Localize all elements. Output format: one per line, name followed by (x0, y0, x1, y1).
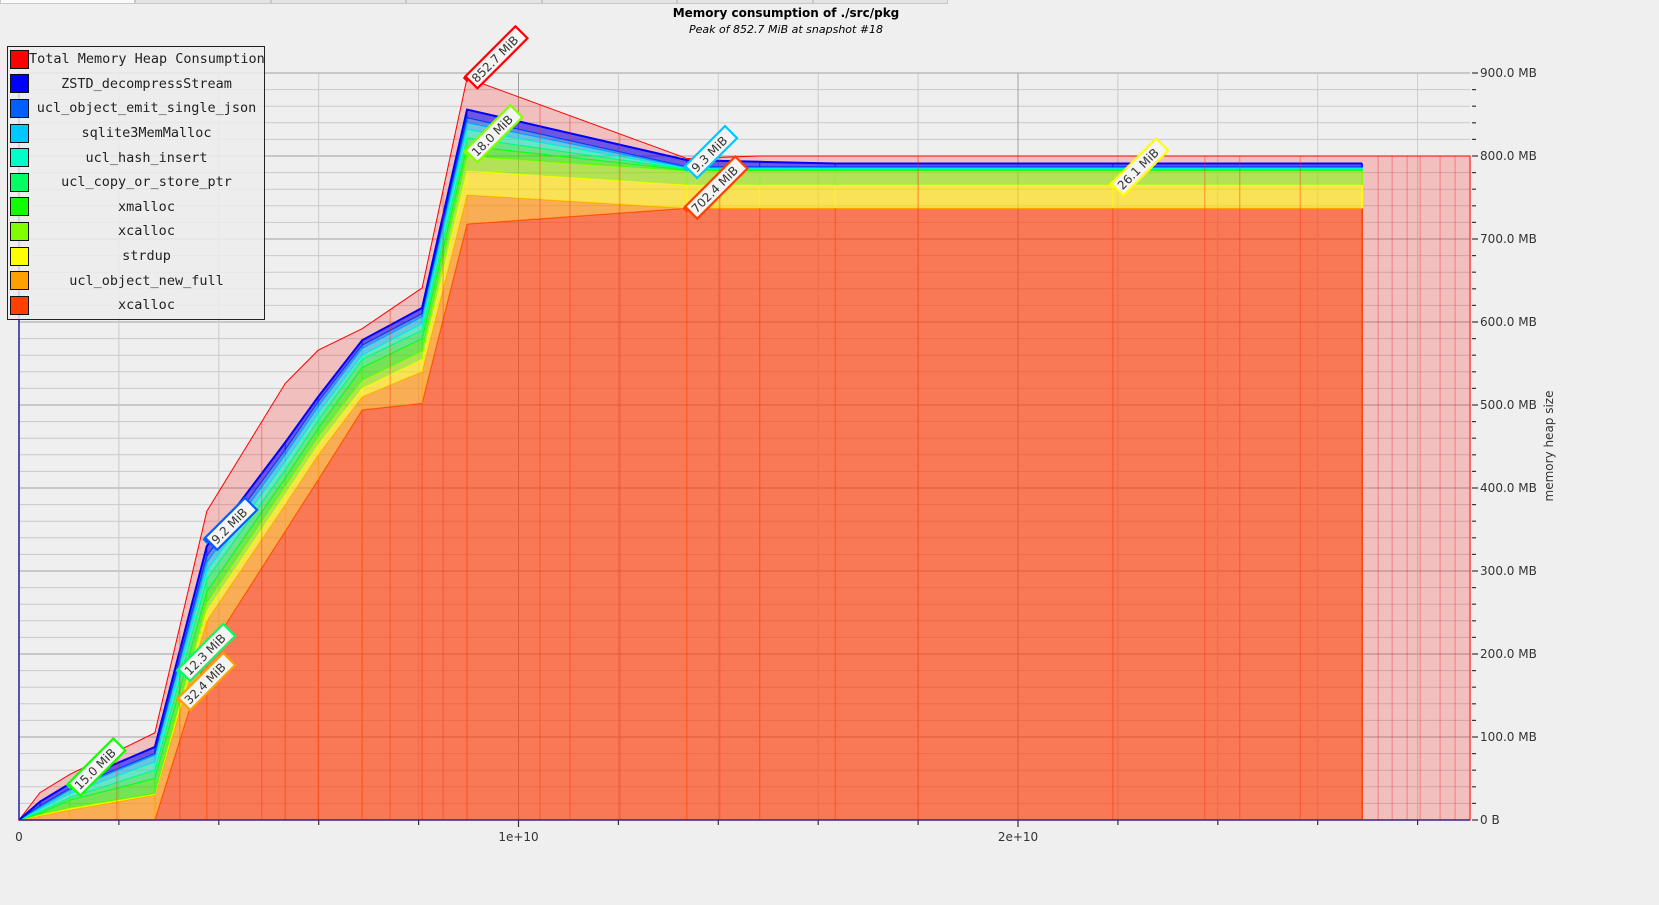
axes: 0 B 100.0 MB 200.0 MB 300.0 MB 400.0 MB 500.0… (15, 66, 1537, 844)
chart-title: Memory consumption of ./src/pkg (673, 6, 900, 20)
y-tick-label: 600.0 MB (1480, 315, 1537, 329)
legend-label: ZSTD_decompressStream (61, 75, 232, 92)
legend: Total Memory Heap Consumption ZSTD_decomp… (7, 46, 265, 320)
legend-label: strdup (122, 248, 171, 265)
y-tick-label: 400.0 MB (1480, 481, 1537, 495)
x-tick-label: 2e+10 (998, 830, 1038, 844)
legend-item[interactable]: xcalloc (8, 293, 264, 318)
legend-swatch (10, 172, 29, 192)
area-strdup (19, 170, 1363, 820)
tab[interactable] (677, 0, 813, 4)
x-tick-label: 0 (15, 830, 23, 844)
x-tick-label: 1e+10 (498, 830, 538, 844)
legend-swatch (10, 221, 29, 241)
legend-item[interactable]: strdup (8, 244, 264, 269)
legend-label: ucl_copy_or_store_ptr (61, 174, 232, 191)
legend-swatch (10, 246, 29, 266)
annotation-box (463, 103, 524, 164)
legend-item[interactable]: Total Memory Heap Consumption (8, 47, 265, 72)
tab[interactable] (135, 0, 271, 4)
annotation-box (203, 496, 259, 552)
legend-item[interactable]: xcalloc (8, 219, 264, 244)
legend-label: sqlite3MemMalloc (81, 125, 212, 142)
legend-swatch (10, 148, 29, 168)
y-tick-label: 500.0 MB (1480, 398, 1537, 412)
legend-label: ucl_object_new_full (69, 272, 224, 289)
y-tick-label: 700.0 MB (1480, 232, 1537, 246)
y-tick-label: 900.0 MB (1480, 66, 1537, 80)
stacked-areas (17, 77, 1471, 821)
y-axis-label: memory heap size (1542, 391, 1556, 502)
legend-item[interactable]: ZSTD_decompressStream (8, 72, 264, 97)
legend-label: xcalloc (118, 297, 175, 314)
legend-swatch (10, 98, 29, 118)
area-ZSTD_decompressStream (19, 109, 1363, 820)
legend-item[interactable]: xmalloc (8, 195, 264, 220)
y-tick-label: 0 B (1480, 813, 1500, 827)
tab[interactable] (406, 0, 542, 4)
annotation-text: 852.7 MiB (469, 33, 521, 85)
legend-swatch (10, 295, 29, 315)
legend-label: xcalloc (118, 223, 175, 240)
legend-item[interactable]: ucl_object_emit_single_json (8, 96, 264, 121)
annotation-box (176, 651, 237, 712)
legend-swatch (10, 271, 29, 291)
legend-label: xmalloc (118, 198, 175, 215)
legend-item[interactable]: ucl_object_new_full (8, 268, 264, 293)
legend-item[interactable]: sqlite3MemMalloc (8, 121, 264, 146)
annotation-box (463, 24, 530, 90)
legend-label: ucl_object_emit_single_json (36, 100, 257, 117)
annotation-box (683, 124, 739, 180)
legend-swatch (10, 123, 29, 143)
tab[interactable] (812, 0, 948, 4)
tab-bar (0, 0, 948, 4)
tab[interactable] (270, 0, 407, 4)
legend-item[interactable]: ucl_copy_or_store_ptr (8, 170, 264, 195)
legend-label: ucl_hash_insert (85, 149, 208, 166)
tab[interactable] (541, 0, 678, 4)
area-xcalloc (19, 208, 1363, 821)
legend-item[interactable]: ucl_hash_insert (8, 145, 264, 170)
legend-swatch (10, 49, 29, 69)
legend-swatch (10, 74, 29, 94)
legend-swatch (10, 197, 29, 217)
annotation-box (1109, 136, 1170, 197)
annotation-box (176, 622, 237, 683)
tab[interactable] (0, 0, 136, 4)
y-tick-label: 800.0 MB (1480, 149, 1537, 163)
area-ucl_object_new_full (19, 195, 1363, 820)
annotation-box (66, 736, 127, 798)
y-tick-label: 200.0 MB (1480, 647, 1537, 661)
area-xcalloc (19, 156, 1363, 820)
legend-label: Total Memory Heap Consumption (29, 51, 265, 68)
chart-subtitle: Peak of 852.7 MiB at snapshot #18 (689, 23, 883, 36)
y-tick-label: 100.0 MB (1480, 730, 1537, 744)
snapshot-marks (39, 104, 1456, 820)
annotation-box (683, 155, 749, 221)
y-tick-label: 300.0 MB (1480, 564, 1537, 578)
